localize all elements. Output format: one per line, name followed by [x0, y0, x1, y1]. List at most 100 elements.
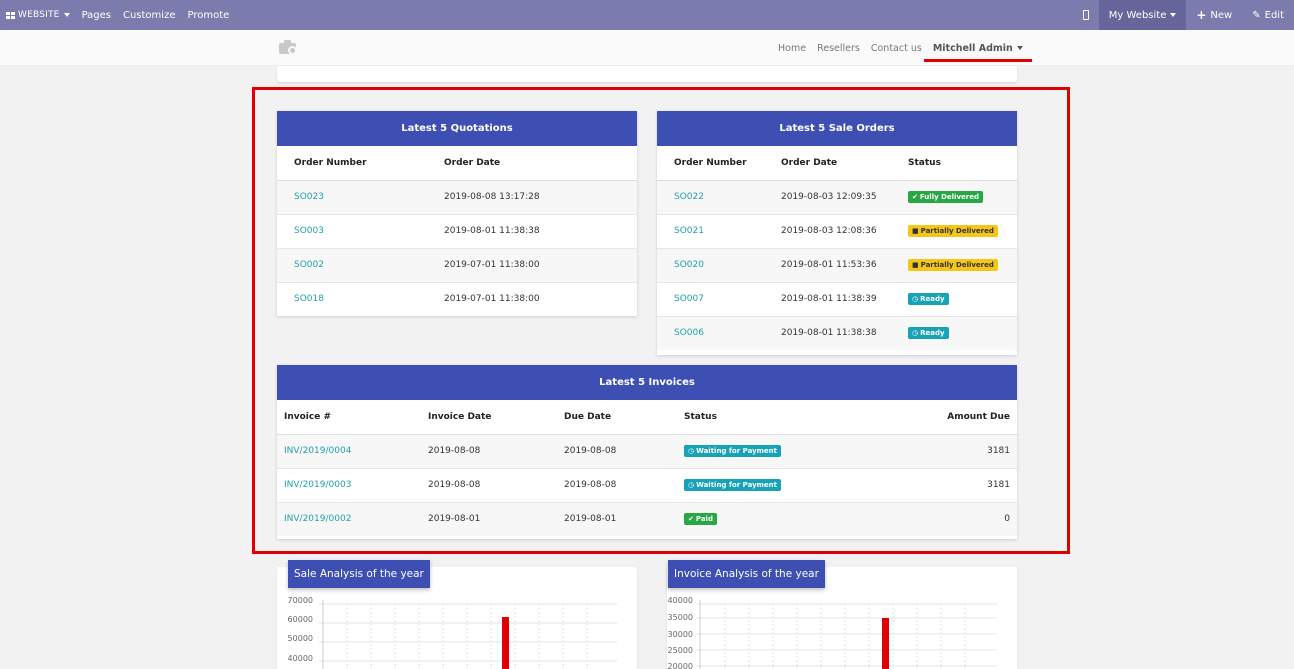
quotations-card: Latest 5 Quotations Order Number Order D…	[277, 111, 637, 316]
clock-icon: ◷	[688, 481, 695, 489]
table-row: SO007 2019-08-01 11:38:39 ◷ Ready	[657, 282, 1017, 317]
user-name: Mitchell Admin	[932, 42, 1013, 54]
invoice-link[interactable]: INV/2019/0003	[277, 468, 428, 503]
status-cell: ✔ Paid	[684, 502, 897, 536]
table-row: SO018 2019-07-01 11:38:00	[277, 282, 637, 316]
column-header: Order Date	[444, 146, 637, 181]
column-header: Due Date	[564, 400, 684, 435]
nav-resellers[interactable]: Resellers	[817, 42, 860, 54]
amount-due: 0	[897, 502, 1017, 536]
menu-promote[interactable]: Promote	[187, 9, 230, 21]
invoice-analysis-title: Invoice Analysis of the year	[668, 560, 825, 588]
column-header: Status	[684, 400, 897, 435]
table-row: SO020 2019-08-01 11:53:36 ■ Partially Del…	[657, 248, 1017, 283]
truck-icon: ■	[912, 227, 919, 235]
order-link[interactable]: SO018	[294, 294, 324, 305]
status-label: Partially Delivered	[920, 227, 994, 235]
status-badge: ◷ Waiting for Payment	[684, 479, 782, 491]
y-tick-label: 35000	[668, 613, 693, 622]
due-date: 2019-08-01	[564, 502, 684, 536]
status-cell: ◷ Waiting for Payment	[684, 468, 897, 503]
order-link[interactable]: SO007	[657, 282, 781, 317]
y-tick-label: 30000	[668, 630, 693, 639]
sale-orders-title: Latest 5 Sale Orders	[657, 111, 1017, 146]
nav-home[interactable]: Home	[778, 42, 807, 54]
status-badge: ■ Partially Delivered	[908, 259, 998, 271]
order-date: 2019-08-01 11:38:38	[781, 316, 908, 350]
order-date: 2019-08-03 12:09:35	[781, 180, 908, 215]
highlight-box	[252, 87, 1070, 554]
new-button[interactable]: + New	[1186, 0, 1242, 30]
amount-due: 3181	[897, 468, 1017, 503]
website-apps-menu[interactable]: WEBSITE	[6, 10, 70, 20]
table-row: SO006 2019-08-01 11:38:38 ◷ Ready	[657, 316, 1017, 350]
site-header: Home Resellers Contact us Mitchell Admin	[0, 30, 1294, 66]
table-row: SO002 2019-07-01 11:38:00	[277, 248, 637, 283]
invoice-date: 2019-08-08	[428, 434, 564, 469]
column-header: Invoice #	[277, 400, 428, 435]
sale-analysis-title: Sale Analysis of the year	[288, 560, 430, 588]
clock-icon: ◷	[688, 447, 695, 455]
status-label: Paid	[695, 515, 713, 524]
my-website-label: My Website	[1108, 9, 1167, 21]
order-link[interactable]: SO023	[277, 180, 444, 215]
user-menu[interactable]: Mitchell Admin	[933, 43, 1023, 54]
order-link[interactable]: SO022	[657, 180, 781, 215]
status-label: Waiting for Payment	[696, 447, 778, 455]
status-cell: ◷ Waiting for Payment	[684, 434, 897, 469]
mobile-preview-button[interactable]	[1073, 0, 1099, 30]
menu-pages[interactable]: Pages	[81, 9, 111, 21]
column-header: Order Date	[781, 146, 908, 181]
caret-down-icon	[1016, 46, 1023, 50]
table-row: INV/2019/0002 2019-08-01 2019-08-01 ✔ Pai…	[277, 502, 1017, 536]
status-badge: ◷ Ready	[908, 327, 949, 340]
sale-analysis-chart: 70000 60000 50000 40000	[288, 596, 617, 669]
nav-contact-us[interactable]: Contact us	[870, 42, 922, 54]
invoice-analysis-card: Invoice Analysis of the year 40000 35000…	[667, 560, 1017, 669]
chart-bar	[502, 617, 509, 669]
sale-analysis-card: Sale Analysis of the year 70000 60000 50…	[277, 560, 637, 669]
table-row: INV/2019/0003 2019-08-08 2019-08-08 ◷ Wai…	[277, 468, 1017, 503]
y-tick-label: 20000	[668, 662, 693, 669]
camera-logo-icon[interactable]	[279, 40, 299, 56]
order-date: 2019-08-03 12:08:36	[781, 214, 908, 249]
website-label: WEBSITE	[18, 10, 60, 20]
truck-icon: ■	[912, 261, 919, 269]
status-badge: ◷ Waiting for Payment	[684, 445, 782, 457]
my-website-dropdown[interactable]: My Website	[1098, 0, 1187, 30]
status-cell: ■ Partially Delivered	[908, 248, 1017, 283]
status-cell: ✔ Fully Delivered	[908, 180, 1017, 215]
order-link[interactable]: SO021	[657, 214, 781, 249]
y-tick-label: 60000	[288, 615, 313, 624]
invoice-link[interactable]: INV/2019/0002	[277, 502, 428, 536]
order-date: 2019-08-01 11:38:39	[781, 282, 908, 317]
invoices-table: Invoice # Invoice Date Due Date Status A…	[277, 400, 1017, 536]
order-link[interactable]: SO002	[277, 248, 444, 283]
y-tick-label: 70000	[288, 596, 313, 605]
y-tick-label: 40000	[288, 654, 313, 663]
invoice-date: 2019-08-01	[428, 502, 564, 536]
edit-label: Edit	[1264, 9, 1284, 21]
edit-button[interactable]: ✎ Edit	[1242, 0, 1294, 30]
status-label: Waiting for Payment	[696, 481, 778, 489]
new-label: New	[1210, 9, 1233, 21]
order-link[interactable]: SO003	[277, 214, 444, 249]
invoices-card: Latest 5 Invoices Invoice # Invoice Date…	[277, 365, 1017, 539]
mobile-icon	[1082, 10, 1089, 20]
status-label: Ready	[920, 329, 945, 338]
invoice-date: 2019-08-08	[428, 468, 564, 503]
order-link[interactable]: SO020	[657, 248, 781, 283]
invoices-title: Latest 5 Invoices	[277, 365, 1017, 400]
column-header: Status	[908, 146, 1017, 181]
menu-customize[interactable]: Customize	[122, 9, 176, 21]
due-date: 2019-08-08	[564, 434, 684, 469]
pencil-icon: ✎	[1252, 9, 1261, 21]
check-icon: ✔	[912, 193, 918, 201]
status-badge: ✔ Fully Delivered	[908, 191, 983, 203]
order-link[interactable]: SO006	[657, 316, 781, 350]
highlight-underline	[924, 59, 1032, 62]
table-row: INV/2019/0004 2019-08-08 2019-08-08 ◷ Wai…	[277, 434, 1017, 469]
amount-due: 3181	[897, 434, 1017, 469]
invoice-link[interactable]: INV/2019/0004	[277, 434, 428, 469]
check-icon: ✔	[688, 515, 694, 524]
